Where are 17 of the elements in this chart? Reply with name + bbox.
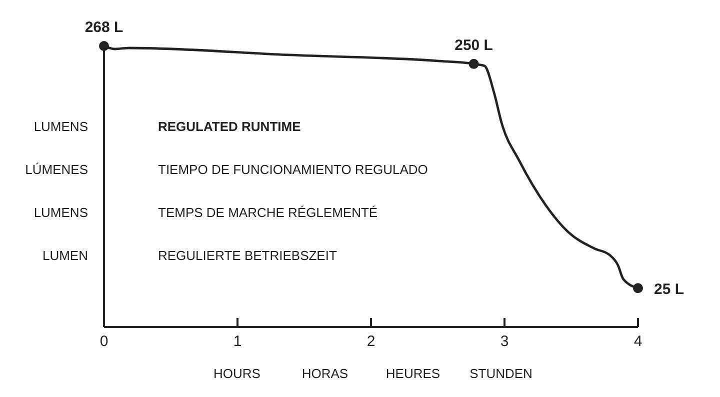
x-tick-label: 0 (100, 333, 108, 350)
annotation: TEMPS DE MARCHE RÉGLEMENTÉ (158, 205, 378, 220)
x-tick-label: 1 (233, 333, 242, 350)
text: HOURS HORAS HEURES STUNDEN (214, 366, 532, 381)
text: LUMENS (34, 119, 88, 134)
text: LUMENS (34, 205, 88, 220)
annotation: REGULATED RUNTIME (158, 119, 302, 134)
x-tick-label: 4 (634, 333, 642, 350)
data-label: 25 L (654, 281, 684, 298)
annotation: TIEMPO DE FUNCIONAMIENTO REGULADO (158, 162, 428, 177)
data-label: 250 L (454, 36, 493, 54)
annotation: REGULIERTE BETRIEBSZEIT (158, 248, 337, 263)
x-tick-label: 3 (500, 333, 509, 350)
text: LÚMENES (25, 162, 88, 177)
text: LUMEN (42, 248, 88, 263)
data-label: 268 L (84, 19, 124, 36)
x-tick-label: 2 (366, 333, 376, 350)
